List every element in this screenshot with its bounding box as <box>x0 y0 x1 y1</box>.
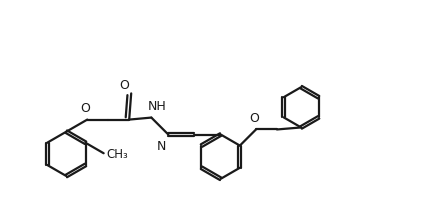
Text: O: O <box>80 102 90 115</box>
Text: O: O <box>119 79 129 92</box>
Text: NH: NH <box>148 100 166 113</box>
Text: N: N <box>157 140 167 153</box>
Text: CH₃: CH₃ <box>106 147 128 161</box>
Text: O: O <box>249 112 259 125</box>
